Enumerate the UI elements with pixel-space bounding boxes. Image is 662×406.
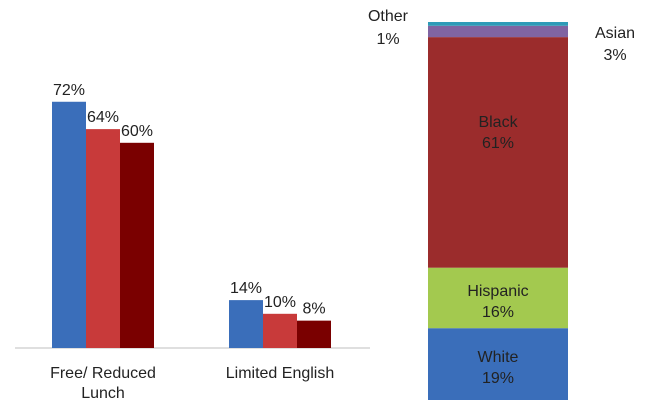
segment-name-label: White <box>478 349 519 366</box>
bar-data-label: 64% <box>87 109 119 126</box>
segment-name-label: Other <box>368 8 409 25</box>
segment-value-label: 16% <box>482 304 514 321</box>
bar <box>229 300 263 348</box>
segment-name-label: Asian <box>595 25 635 42</box>
bar <box>86 129 120 348</box>
segment-name-label: Black <box>478 114 518 131</box>
bar <box>297 320 331 348</box>
category-tick-label: Lunch <box>81 385 125 402</box>
bar-data-label: 8% <box>302 301 325 318</box>
stack-segment-asian <box>428 25 568 38</box>
bar <box>120 142 154 348</box>
stacked-bar-chart: White 19% Hispanic 16% Black 61% Asian 3% Other 1… <box>368 8 635 400</box>
bar-data-label: 72% <box>53 82 85 99</box>
bar-data-label: 60% <box>121 123 153 140</box>
segment-value-label: 61% <box>482 135 514 152</box>
stack-segment-black <box>428 37 568 268</box>
segment-name-label: Hispanic <box>467 283 528 300</box>
bar-data-label: 10% <box>264 294 296 311</box>
segment-value-label: 19% <box>482 370 514 387</box>
category-tick-label: Limited English <box>226 365 335 382</box>
category-tick-label: Free/ Reduced <box>50 365 156 382</box>
bar <box>52 101 86 348</box>
grouped-bar-chart: 72%64%60% Free/ Reduced Lunch 14%10% 8% Limit… <box>15 82 370 402</box>
stack-segment-other <box>428 22 568 26</box>
stack-segment-hispanic <box>428 267 568 329</box>
bar <box>263 313 297 348</box>
bar-data-label: 14% <box>230 280 262 297</box>
stack-segment-white <box>428 328 568 400</box>
segment-value-label: 3% <box>603 47 626 64</box>
segment-value-label: 1% <box>376 31 399 48</box>
